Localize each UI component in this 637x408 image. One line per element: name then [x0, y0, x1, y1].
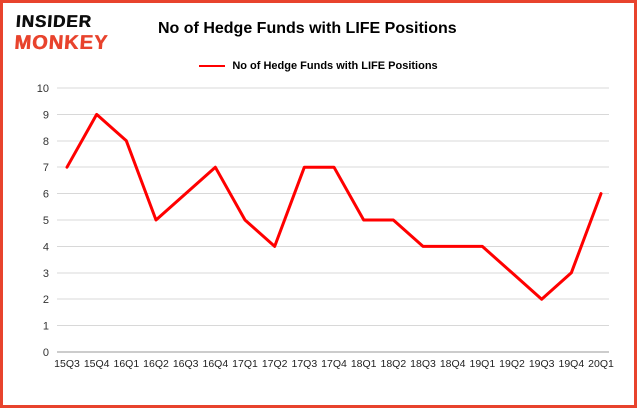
x-axis-tick-label: 15Q4 — [84, 358, 110, 370]
logo-text-insider: INSIDER — [15, 12, 93, 31]
y-axis-tick-label: 10 — [37, 83, 49, 95]
y-axis-tick-label: 4 — [43, 241, 49, 253]
x-axis-tick-label: 18Q3 — [410, 358, 436, 370]
x-axis-tick-label: 20Q1 — [588, 358, 614, 370]
y-axis-tick-label: 9 — [43, 109, 49, 121]
y-axis-tick-label: 8 — [43, 136, 49, 148]
x-axis-tick-label: 18Q2 — [380, 358, 406, 370]
y-axis-tick-label: 6 — [43, 189, 49, 201]
y-axis-tick-label: 3 — [43, 268, 49, 280]
y-axis-tick-label: 7 — [43, 162, 49, 174]
legend-label: No of Hedge Funds with LIFE Positions — [232, 60, 438, 72]
line-chart-plot: 0 1 2 3 4 5 6 7 8 9 10 15Q3 15Q4 16Q1 16Q2 16Q3 16Q4 17Q1… — [37, 83, 614, 370]
chart-title: No of Hedge Funds with LIFE Positions — [158, 20, 457, 37]
x-axis-tick-label: 17Q1 — [232, 358, 258, 370]
x-axis-tick-label: 16Q1 — [113, 358, 139, 370]
x-axis-tick-label: 17Q4 — [321, 358, 347, 370]
x-axis-tick-label: 19Q3 — [529, 358, 555, 370]
y-axis-tick-label: 2 — [43, 294, 49, 306]
x-axis-tick-label: 17Q3 — [291, 358, 317, 370]
x-axis-tick-label: 18Q4 — [440, 358, 466, 370]
x-axis-tick-label: 16Q3 — [173, 358, 199, 370]
x-axis-tick-label: 17Q2 — [262, 358, 288, 370]
x-axis-tick-label: 19Q1 — [469, 358, 495, 370]
legend-line-marker — [199, 65, 226, 67]
x-axis-tick-label: 16Q4 — [202, 358, 228, 370]
legend: No of Hedge Funds with LIFE Positions — [3, 60, 634, 72]
y-axis-tick-label: 0 — [43, 347, 49, 359]
y-axis-tick-label: 5 — [43, 215, 49, 227]
x-axis-tick-label: 18Q1 — [351, 358, 377, 370]
x-axis-tick-label: 16Q2 — [143, 358, 169, 370]
logo-text-monkey: MONKEY — [13, 32, 109, 54]
insider-monkey-logo: INSIDER MONKEY — [13, 12, 111, 54]
x-axis-tick-label: 19Q4 — [558, 358, 584, 370]
series-line-life-positions — [65, 112, 603, 301]
y-axis-tick-label: 1 — [43, 321, 49, 333]
x-axis-tick-label: 15Q3 — [54, 358, 80, 370]
x-axis-tick-label: 19Q2 — [499, 358, 525, 370]
